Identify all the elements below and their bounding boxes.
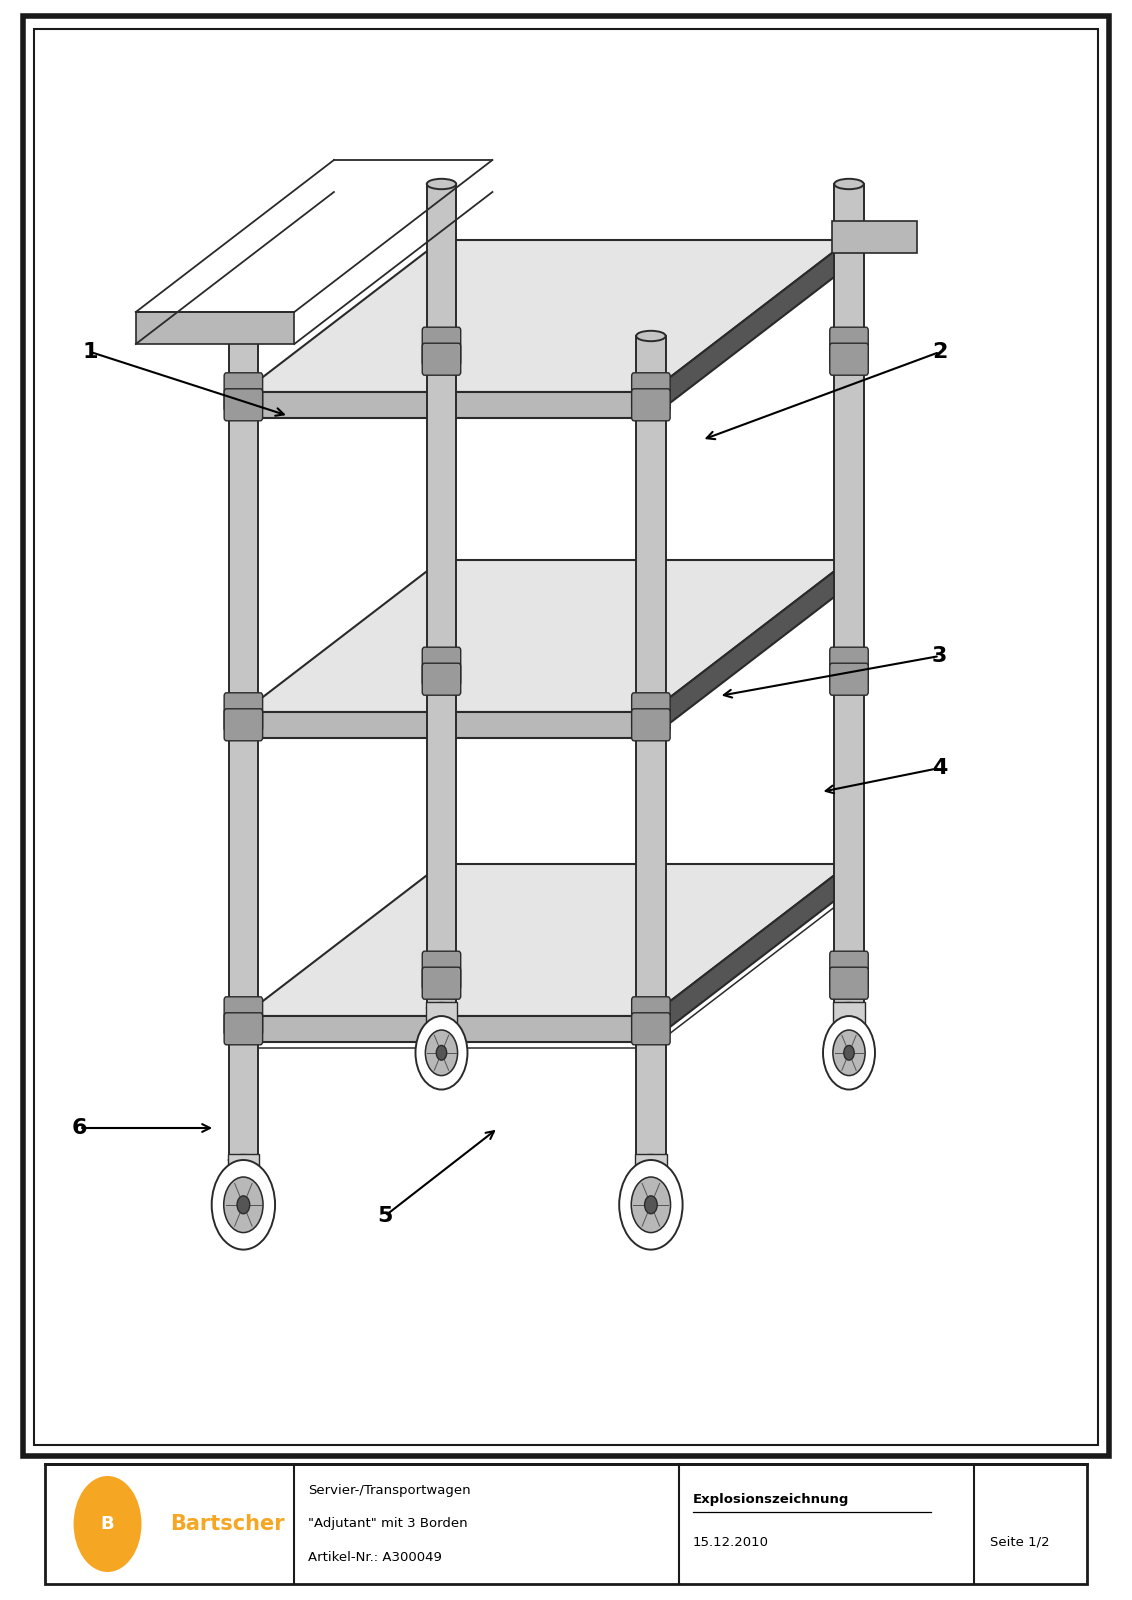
Circle shape <box>212 1160 275 1250</box>
Polygon shape <box>243 1016 651 1042</box>
FancyBboxPatch shape <box>632 389 670 421</box>
Polygon shape <box>243 560 849 712</box>
Text: Artikel-Nr.: A300049: Artikel-Nr.: A300049 <box>308 1550 441 1565</box>
Polygon shape <box>832 221 917 253</box>
FancyBboxPatch shape <box>833 1002 865 1043</box>
Polygon shape <box>651 560 849 738</box>
Text: Explosionszeichnung: Explosionszeichnung <box>693 1493 849 1507</box>
FancyBboxPatch shape <box>830 662 868 694</box>
FancyBboxPatch shape <box>830 344 868 376</box>
FancyBboxPatch shape <box>422 966 461 998</box>
Text: 4: 4 <box>932 758 947 778</box>
Circle shape <box>644 1195 658 1214</box>
FancyBboxPatch shape <box>632 373 670 411</box>
Ellipse shape <box>636 331 666 341</box>
Circle shape <box>843 1045 855 1061</box>
FancyBboxPatch shape <box>830 646 868 685</box>
FancyBboxPatch shape <box>834 184 864 1008</box>
Circle shape <box>237 1195 250 1214</box>
Ellipse shape <box>636 1155 666 1165</box>
Text: 2: 2 <box>932 342 947 362</box>
Text: Servier-/Transportwagen: Servier-/Transportwagen <box>308 1483 471 1498</box>
Circle shape <box>833 1030 865 1075</box>
Circle shape <box>619 1160 683 1250</box>
FancyBboxPatch shape <box>636 336 666 1160</box>
FancyBboxPatch shape <box>224 693 263 731</box>
Ellipse shape <box>427 179 456 189</box>
Ellipse shape <box>427 1003 456 1013</box>
FancyBboxPatch shape <box>632 997 670 1035</box>
Circle shape <box>436 1045 447 1061</box>
Circle shape <box>823 1016 875 1090</box>
FancyBboxPatch shape <box>427 184 456 1008</box>
Polygon shape <box>136 312 294 344</box>
FancyBboxPatch shape <box>224 997 263 1035</box>
FancyBboxPatch shape <box>422 328 461 366</box>
Ellipse shape <box>229 1155 258 1165</box>
FancyBboxPatch shape <box>632 709 670 741</box>
Text: 15.12.2010: 15.12.2010 <box>693 1536 769 1549</box>
FancyBboxPatch shape <box>422 950 461 989</box>
FancyBboxPatch shape <box>45 1464 1087 1584</box>
FancyBboxPatch shape <box>224 373 263 411</box>
Text: 3: 3 <box>932 646 947 666</box>
Ellipse shape <box>229 331 258 341</box>
Text: B: B <box>101 1515 114 1533</box>
FancyBboxPatch shape <box>422 662 461 694</box>
FancyBboxPatch shape <box>224 709 263 741</box>
Polygon shape <box>243 240 849 392</box>
Text: 5: 5 <box>377 1206 393 1226</box>
FancyBboxPatch shape <box>426 1002 457 1043</box>
Circle shape <box>632 1178 670 1232</box>
FancyBboxPatch shape <box>632 693 670 731</box>
FancyBboxPatch shape <box>830 950 868 989</box>
FancyBboxPatch shape <box>422 646 461 685</box>
Polygon shape <box>243 392 651 418</box>
FancyBboxPatch shape <box>422 344 461 376</box>
FancyBboxPatch shape <box>632 1013 670 1045</box>
Text: 6: 6 <box>71 1118 87 1138</box>
FancyBboxPatch shape <box>830 966 868 998</box>
Ellipse shape <box>834 1003 864 1013</box>
FancyBboxPatch shape <box>23 16 1109 1456</box>
Polygon shape <box>651 864 849 1042</box>
FancyBboxPatch shape <box>635 1154 667 1195</box>
Text: "Adjutant" mit 3 Borden: "Adjutant" mit 3 Borden <box>308 1517 468 1531</box>
FancyBboxPatch shape <box>830 328 868 366</box>
FancyBboxPatch shape <box>229 336 258 1160</box>
Text: 1: 1 <box>83 342 98 362</box>
Text: Seite 1/2: Seite 1/2 <box>990 1536 1050 1549</box>
FancyBboxPatch shape <box>224 389 263 421</box>
Text: Bartscher: Bartscher <box>170 1514 284 1534</box>
Polygon shape <box>243 864 849 1016</box>
FancyBboxPatch shape <box>228 1154 259 1195</box>
Polygon shape <box>651 240 849 418</box>
Ellipse shape <box>834 179 864 189</box>
Polygon shape <box>243 712 651 738</box>
Circle shape <box>415 1016 468 1090</box>
Circle shape <box>224 1178 263 1232</box>
FancyBboxPatch shape <box>224 1013 263 1045</box>
Circle shape <box>74 1475 142 1571</box>
Circle shape <box>426 1030 457 1075</box>
